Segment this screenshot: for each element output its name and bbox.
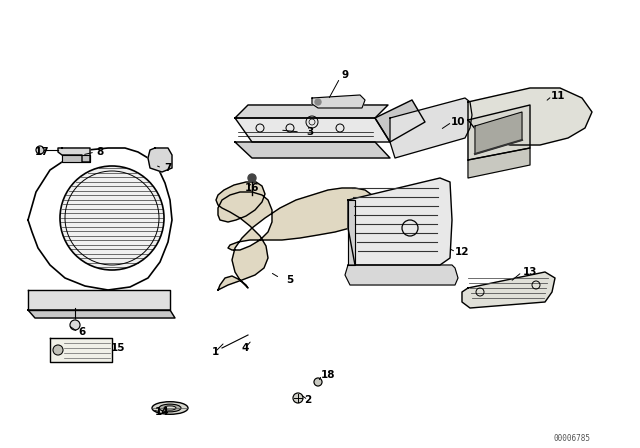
Ellipse shape <box>164 406 176 410</box>
Text: 7: 7 <box>164 163 172 173</box>
Text: 3: 3 <box>307 127 314 137</box>
Polygon shape <box>235 118 390 142</box>
Text: 8: 8 <box>97 147 104 157</box>
Text: 4: 4 <box>241 343 249 353</box>
Polygon shape <box>462 272 555 308</box>
Ellipse shape <box>152 402 188 414</box>
Text: 5: 5 <box>286 275 294 285</box>
Polygon shape <box>28 148 172 290</box>
Polygon shape <box>62 155 90 162</box>
Polygon shape <box>235 142 390 158</box>
Text: 18: 18 <box>321 370 335 380</box>
Polygon shape <box>216 182 375 290</box>
Polygon shape <box>60 166 164 270</box>
Polygon shape <box>345 265 458 285</box>
Polygon shape <box>148 148 172 172</box>
Text: 15: 15 <box>111 343 125 353</box>
Polygon shape <box>58 148 90 162</box>
Text: 16: 16 <box>244 183 259 193</box>
Text: 17: 17 <box>35 147 49 157</box>
Polygon shape <box>468 88 592 145</box>
Circle shape <box>53 345 63 355</box>
Text: 11: 11 <box>551 91 565 101</box>
Polygon shape <box>468 148 530 178</box>
Text: 10: 10 <box>451 117 465 127</box>
Text: 1: 1 <box>211 347 219 357</box>
Polygon shape <box>235 105 388 118</box>
Text: 13: 13 <box>523 267 537 277</box>
Polygon shape <box>348 200 355 265</box>
Polygon shape <box>390 98 472 158</box>
Text: 00006785: 00006785 <box>554 434 591 443</box>
Polygon shape <box>468 105 530 160</box>
Text: 14: 14 <box>155 407 170 417</box>
Polygon shape <box>348 178 452 265</box>
Ellipse shape <box>159 404 181 412</box>
Circle shape <box>293 393 303 403</box>
Polygon shape <box>475 112 522 154</box>
Circle shape <box>248 174 256 182</box>
Polygon shape <box>375 100 425 142</box>
Polygon shape <box>50 338 112 362</box>
Polygon shape <box>312 95 365 108</box>
Circle shape <box>314 378 322 386</box>
Text: 2: 2 <box>305 395 312 405</box>
Circle shape <box>36 146 44 154</box>
Text: 9: 9 <box>341 70 349 80</box>
Polygon shape <box>28 290 170 310</box>
Circle shape <box>70 320 80 330</box>
Circle shape <box>315 99 321 105</box>
Text: 6: 6 <box>78 327 86 337</box>
Polygon shape <box>28 310 175 318</box>
Text: 12: 12 <box>455 247 469 257</box>
